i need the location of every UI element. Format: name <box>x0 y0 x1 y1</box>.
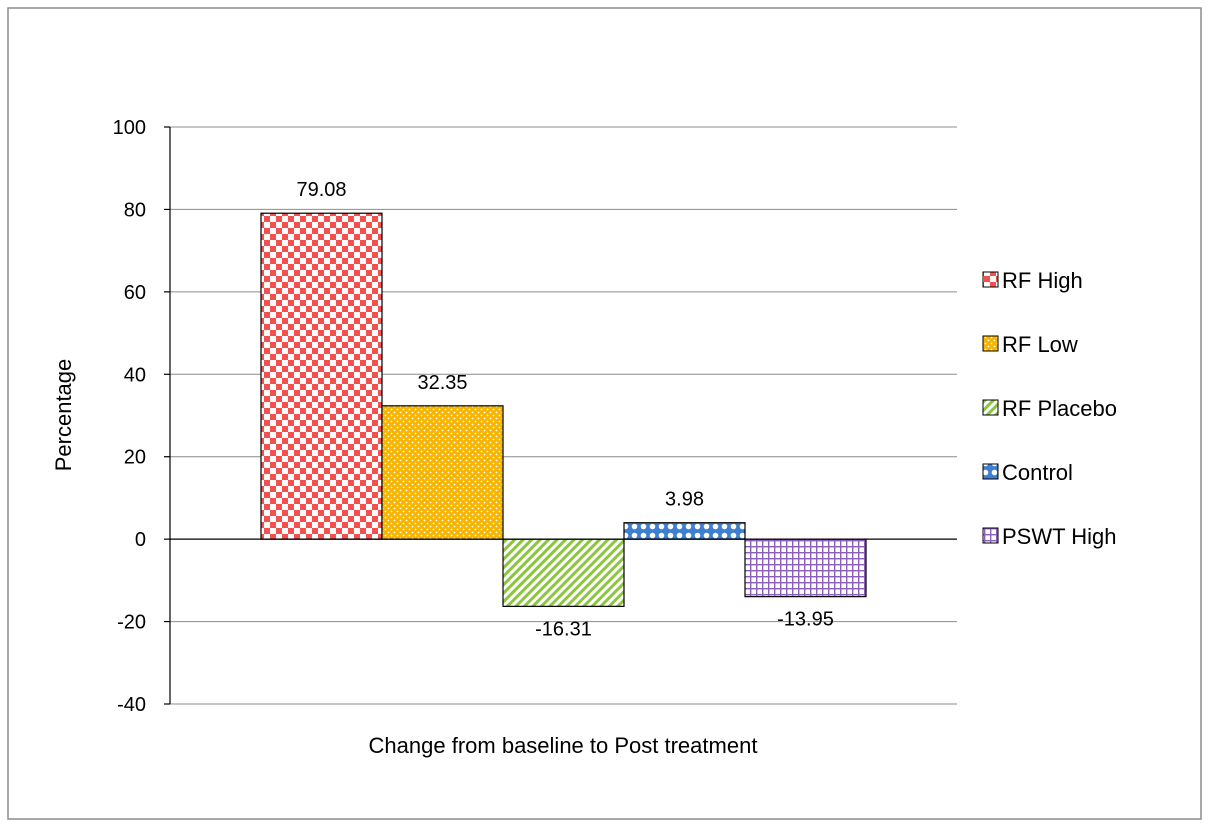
legend-item: RF Placebo <box>982 396 1117 421</box>
y-tick-label: 40 <box>124 364 146 386</box>
bar-rf-placebo <box>502 538 625 607</box>
legend-label: RF Low <box>1002 332 1078 357</box>
legend-label: RF High <box>1002 268 1083 293</box>
bar-rf-low <box>381 405 504 540</box>
data-label: -13.95 <box>777 609 834 631</box>
legend-item: RF High <box>982 268 1083 293</box>
y-tick-label: 0 <box>135 529 146 551</box>
y-tick-label: -40 <box>117 694 146 716</box>
y-axis-title: Percentage <box>51 359 76 472</box>
legend-swatch <box>982 463 999 480</box>
y-tick-label: 20 <box>124 447 146 469</box>
chart-border <box>7 7 1202 820</box>
bar-control <box>623 522 746 540</box>
legend-item: RF Low <box>982 332 1078 357</box>
legend-label: RF Placebo <box>1002 396 1117 421</box>
y-tick-label: 80 <box>124 199 146 221</box>
y-tick-label: 100 <box>113 117 146 139</box>
legend-swatch <box>982 527 999 544</box>
legend-label: Control <box>1002 460 1073 485</box>
legend-item: Control <box>982 460 1073 485</box>
data-label: -16.31 <box>535 618 592 640</box>
data-label: 3.98 <box>665 489 704 511</box>
legend-swatch <box>982 271 999 288</box>
legend-label: PSWT High <box>1002 524 1117 549</box>
bar-rf-high <box>260 212 383 540</box>
bar-pswt-high <box>744 538 867 598</box>
legend-item: PSWT High <box>982 524 1117 549</box>
legend-swatch <box>982 335 999 352</box>
data-label: 32.35 <box>417 372 467 394</box>
legend-swatch <box>982 399 999 416</box>
x-axis-title: Change from baseline to Post treatment <box>369 733 758 758</box>
y-tick-label: 60 <box>124 282 146 304</box>
data-label: 79.08 <box>296 179 346 201</box>
y-tick-label: -20 <box>117 612 146 634</box>
